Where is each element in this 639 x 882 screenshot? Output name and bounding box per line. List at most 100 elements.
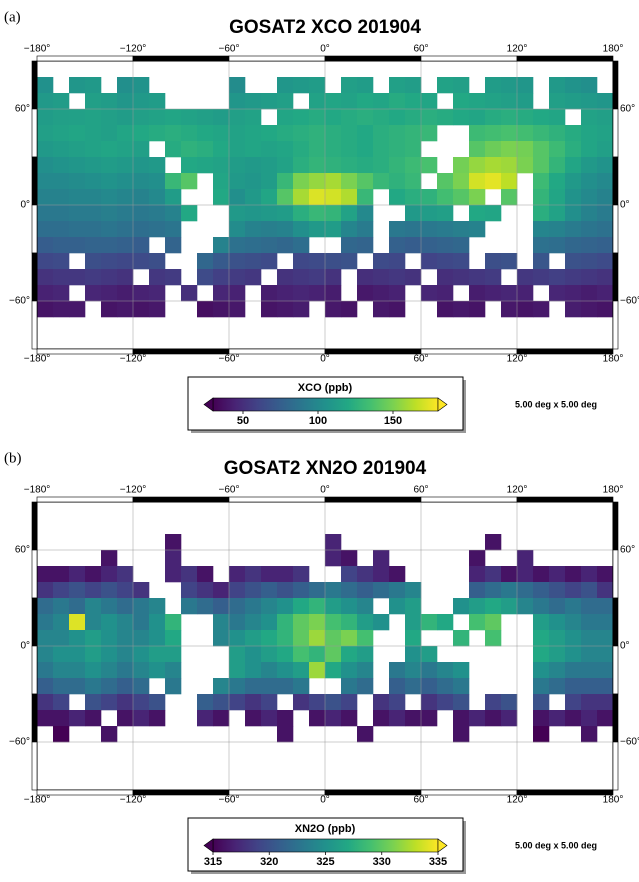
cell: [325, 221, 342, 238]
cell: [485, 173, 502, 190]
x-tick-label: 120°: [507, 44, 528, 55]
cell: [325, 582, 342, 599]
cell: [581, 285, 598, 302]
cell: [469, 301, 486, 318]
cell: [133, 93, 150, 110]
frame-bar: [324, 789, 422, 796]
cell: [37, 125, 54, 142]
x-tick-label: 120°: [507, 795, 528, 806]
cell: [101, 221, 118, 238]
cell: [53, 269, 70, 286]
cell: [437, 205, 454, 222]
cell: [341, 189, 358, 206]
frame-bar: [612, 300, 619, 350]
cell: [69, 205, 86, 222]
cell: [213, 157, 230, 174]
cell: [597, 125, 614, 142]
cell: [373, 285, 390, 302]
cell: [293, 614, 310, 631]
cell: [117, 598, 134, 615]
frame-bar: [31, 693, 38, 743]
cell: [165, 205, 182, 222]
cell: [37, 205, 54, 222]
cell: [37, 285, 54, 302]
cell: [293, 694, 310, 711]
cell: [517, 566, 534, 583]
cell: [389, 221, 406, 238]
cell: [277, 269, 294, 286]
cell: [501, 253, 518, 270]
cell: [389, 269, 406, 286]
cell: [453, 237, 470, 254]
cell: [309, 630, 326, 647]
cell: [469, 566, 486, 583]
cell: [533, 614, 550, 631]
cell: [597, 269, 614, 286]
cell: [581, 646, 598, 663]
cell: [501, 710, 518, 727]
cell: [149, 630, 166, 647]
cell: [293, 646, 310, 663]
cell: [101, 598, 118, 615]
y-tick-label: 60°: [620, 545, 635, 556]
cell: [53, 646, 70, 663]
cell: [181, 157, 198, 174]
cell: [69, 237, 86, 254]
cell: [37, 141, 54, 158]
cell: [245, 157, 262, 174]
cell: [309, 285, 326, 302]
cell: [517, 285, 534, 302]
cell: [245, 614, 262, 631]
cell: [53, 614, 70, 631]
colorbar-tick-label: 50: [237, 415, 249, 427]
cell: [341, 678, 358, 695]
cell: [117, 285, 134, 302]
cell: [357, 630, 374, 647]
cell: [165, 550, 182, 567]
cell: [549, 77, 566, 94]
cell: [597, 173, 614, 190]
cell: [485, 269, 502, 286]
cell: [565, 157, 582, 174]
cell: [101, 550, 118, 567]
cell: [453, 221, 470, 238]
cell: [293, 269, 310, 286]
cell: [453, 301, 470, 318]
cell: [277, 285, 294, 302]
cell: [597, 237, 614, 254]
cell: [389, 566, 406, 583]
cell: [325, 534, 342, 551]
cell: [533, 269, 550, 286]
colorbar-tick-label: 150: [384, 415, 402, 427]
cell: [581, 269, 598, 286]
cell: [85, 189, 102, 206]
y-tick-label: −60°: [620, 737, 639, 748]
cell: [549, 269, 566, 286]
cell: [485, 157, 502, 174]
cell: [565, 301, 582, 318]
cell: [341, 630, 358, 647]
cell: [405, 125, 422, 142]
cell: [213, 614, 230, 631]
cell: [277, 646, 294, 663]
cell: [437, 678, 454, 695]
cell: [325, 301, 342, 318]
cell: [293, 301, 310, 318]
cell: [133, 173, 150, 190]
frame-bar: [612, 741, 619, 791]
cell: [149, 301, 166, 318]
cell: [341, 614, 358, 631]
frame-bar: [31, 60, 38, 110]
cell: [341, 566, 358, 583]
cell: [229, 678, 246, 695]
cell: [229, 269, 246, 286]
cell: [53, 285, 70, 302]
cell: [117, 630, 134, 647]
frame-bar: [132, 55, 230, 62]
cell: [549, 630, 566, 647]
cell: [101, 662, 118, 679]
cell: [309, 93, 326, 110]
cell: [597, 582, 614, 599]
cell: [405, 237, 422, 254]
cell: [453, 726, 470, 743]
